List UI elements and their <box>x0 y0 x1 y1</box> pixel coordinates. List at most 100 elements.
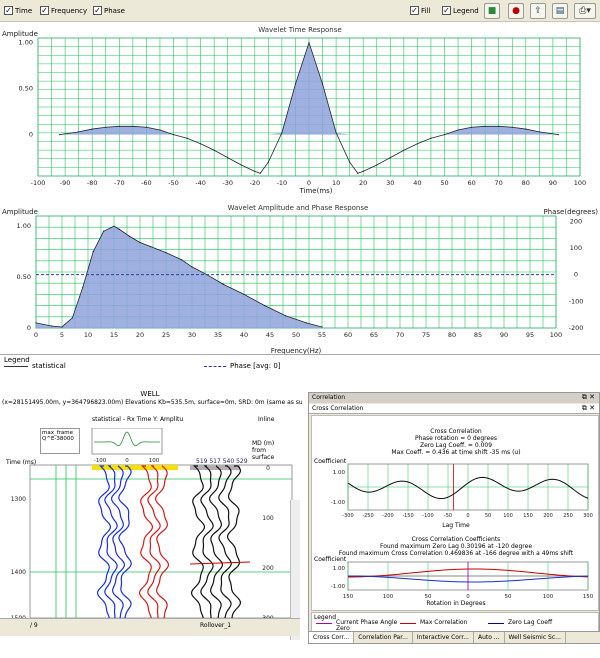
seismic-trace <box>208 465 224 619</box>
chart2-y2-tick: -200 <box>569 324 584 332</box>
cc-x-tick: 50 <box>485 513 491 519</box>
corr-legend: Legend Current Phase Angle Max Correlati… <box>311 612 599 632</box>
legend-checkbox[interactable]: ✓ Legend <box>442 6 479 15</box>
chart2-x-tick: 70 <box>396 331 404 339</box>
chart1-x-tick: 40 <box>413 179 421 187</box>
chart1-x-tick: -40 <box>195 179 206 187</box>
chart1-y-tick: 0.50 <box>19 85 33 93</box>
coef-x-tick: 150 <box>583 594 594 600</box>
chart1-x-tick: -90 <box>60 179 71 187</box>
well-time-tick: 1400 <box>11 569 26 576</box>
chart1-point <box>308 42 310 44</box>
chart1-x-tick: -70 <box>114 179 125 187</box>
red-horizon <box>189 561 251 565</box>
correlation-tab[interactable]: Cross Corr... <box>309 632 355 643</box>
export-icon[interactable]: ⇪ <box>530 3 546 19</box>
correlation-tab[interactable]: Correlation Par... <box>354 632 413 643</box>
corr-legend-2: Max Correlation <box>420 619 468 626</box>
fill-label: Fill <box>421 6 431 15</box>
chart2-point <box>181 259 183 261</box>
seismic-trace <box>139 465 153 619</box>
chart1-x-tick: 60 <box>467 179 475 187</box>
coef-x-tick: 100 <box>543 594 554 600</box>
chart1-x-tick: -100 <box>31 179 46 187</box>
chart1-x-tick: -10 <box>277 179 288 187</box>
coef-y-tick: 1.00 <box>333 566 346 572</box>
chart2-point <box>51 325 53 327</box>
legend-line-solid <box>4 366 28 367</box>
legend-line-dashed <box>204 366 226 367</box>
chart1-point <box>557 134 559 136</box>
wavelet-time-chart: Wavelet Time Response Amplitude Time(ms)… <box>2 26 586 195</box>
window-controls-icon[interactable]: ⧉ ✕ <box>581 393 595 401</box>
corr-label: statistical - Rx Time Y: Amplitu <box>92 416 184 423</box>
corr-legend-4: Zero <box>336 625 350 632</box>
chart1-point <box>159 129 161 131</box>
cc-curve <box>347 476 589 500</box>
seismic-trace <box>147 465 161 619</box>
traces-frame <box>29 464 293 619</box>
chart1-point <box>511 126 513 128</box>
chart1-point <box>362 170 364 172</box>
chart1-point <box>457 129 459 131</box>
chart1-point <box>538 131 540 133</box>
status-left: / 9 <box>30 622 38 629</box>
chart1-point <box>443 134 446 136</box>
chart1-x-tick: -50 <box>168 179 179 187</box>
chart1-x-tick: 90 <box>549 179 557 187</box>
tab-controls-icon[interactable]: ⧉ ✕ <box>581 404 595 412</box>
chart1-point <box>59 134 61 136</box>
chart1-point <box>484 125 486 127</box>
chart2-point <box>149 245 151 248</box>
coef-x-tick: 0 <box>466 594 470 600</box>
chart1-x-tick: 50 <box>440 179 448 187</box>
well-scrollbar[interactable] <box>290 500 300 640</box>
cc-x-tick: 250 <box>563 513 573 519</box>
chart2-y2label: Phase(degrees) <box>543 208 598 216</box>
corr-legend-title: Legend <box>314 614 337 621</box>
correlation-tab[interactable]: Well Seismic Sc... <box>505 632 566 643</box>
coef-xlabel: Rotation in Degrees <box>426 600 486 607</box>
chart2-x-tick: 50 <box>292 331 300 339</box>
phase-label: Phase <box>104 6 125 15</box>
chart2-y2-tick: 100 <box>570 244 582 252</box>
chart2-x-tick: 40 <box>240 331 248 339</box>
cc-x-tick: -50 <box>444 513 452 519</box>
chart1-x-tick: -20 <box>249 179 260 187</box>
chart2-x-tick: 10 <box>84 331 92 339</box>
chart2-x-tick: 55 <box>318 331 326 339</box>
chart1-point <box>200 143 202 145</box>
chart1-x-tick: -30 <box>222 179 233 187</box>
cc-line3: Max Coeff. = 0.436 at time shift -35 ms … <box>391 449 521 456</box>
chart1-point <box>227 157 229 159</box>
correlation-tabbar: Cross Corr... Correlation Par... Interacti… <box>309 631 600 643</box>
save-icon[interactable]: ▤ <box>552 3 568 19</box>
fill-checkbox[interactable]: ✓ Fill <box>410 6 431 15</box>
coef-y-tick: -1.00 <box>331 584 346 590</box>
cc-y-tick: 1.00 <box>333 470 346 476</box>
seismic-trace <box>226 465 242 619</box>
cc-x-tick: -150 <box>402 513 413 519</box>
chart2-ylabel: Amplitude <box>2 208 38 216</box>
chart2-y2-tick: -100 <box>569 297 584 305</box>
cube-icon[interactable]: ■ <box>484 3 500 19</box>
coef-line2: Found maximum Cross Correlation 0.469836… <box>338 550 574 557</box>
print-icon[interactable]: ⎙▾ <box>574 3 596 19</box>
cc-x-tick: 200 <box>543 513 553 519</box>
correlation-tab[interactable]: Interactive Corr... <box>413 632 474 643</box>
time-checkbox[interactable]: ✓ Time <box>4 6 33 15</box>
correlation-tab[interactable]: Auto ... <box>474 632 505 643</box>
chart1-point <box>105 126 107 128</box>
cc-ylabel: Coefficient <box>314 458 347 465</box>
frequency-checkbox[interactable]: ✓ Frequency <box>40 6 88 15</box>
chart2-x-tick: 65 <box>370 331 378 339</box>
coef-header: Cross Correlation Coefficients Found max… <box>312 536 600 557</box>
chart2-x-tick: 15 <box>110 331 118 339</box>
legend-label: Legend <box>453 6 479 15</box>
chart2-point <box>321 326 323 328</box>
chart2-point <box>191 266 193 268</box>
record-icon[interactable]: ● <box>508 3 524 19</box>
chart2-xlabel: Frequency(Hz) <box>271 347 322 355</box>
phase-checkbox[interactable]: ✓ Phase <box>93 6 125 15</box>
chart2-x-tick: 30 <box>188 331 196 339</box>
